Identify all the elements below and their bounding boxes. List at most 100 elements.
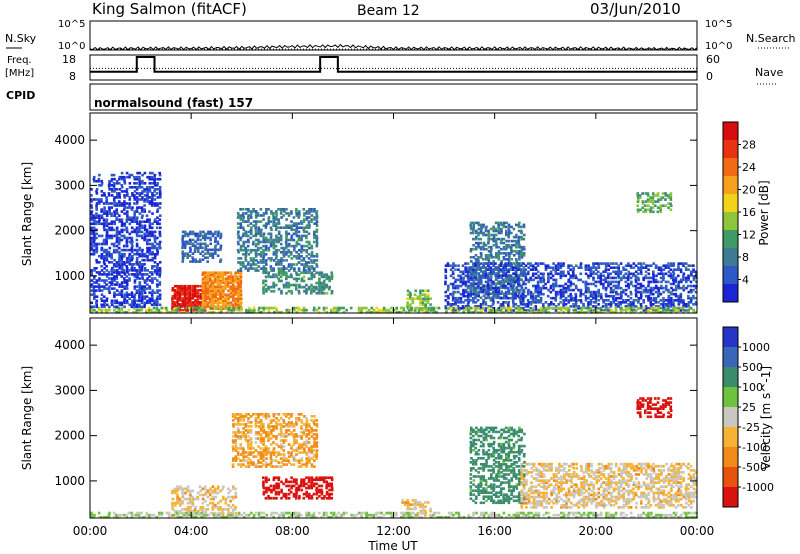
data-cell xyxy=(536,280,540,284)
data-cell xyxy=(325,291,329,295)
data-cell xyxy=(687,294,690,298)
data-cell xyxy=(237,293,240,296)
data-cell xyxy=(90,222,93,226)
data-cell xyxy=(196,246,200,250)
data-cell xyxy=(254,441,258,444)
data-cell xyxy=(604,270,608,274)
data-cell xyxy=(158,232,162,236)
data-cell xyxy=(295,271,298,275)
data-cell xyxy=(656,210,660,214)
data-cell xyxy=(242,427,245,430)
data-cell xyxy=(677,284,680,288)
data-cell xyxy=(209,301,212,304)
data-cell xyxy=(449,305,453,308)
data-cell xyxy=(285,238,288,242)
data-cell xyxy=(592,270,595,274)
data-cell xyxy=(527,288,530,292)
data-cell xyxy=(209,289,212,292)
data-cell xyxy=(128,222,132,226)
data-cell xyxy=(206,297,210,300)
data-cell xyxy=(237,285,240,288)
data-cell xyxy=(313,273,316,277)
data-cell xyxy=(199,284,202,288)
data-cell xyxy=(499,241,503,245)
data-cell xyxy=(143,171,147,175)
data-cell xyxy=(474,276,477,280)
data-cell xyxy=(211,234,215,238)
data-cell xyxy=(529,278,533,282)
data-cell xyxy=(122,234,126,238)
data-cell xyxy=(502,221,506,225)
data-cell xyxy=(135,182,139,185)
data-cell xyxy=(406,301,409,304)
data-cell xyxy=(406,305,409,308)
data-cell xyxy=(135,242,139,246)
data-cell xyxy=(247,413,250,416)
data-cell xyxy=(125,226,128,230)
data-cell xyxy=(684,303,688,306)
data-cell xyxy=(575,310,578,314)
data-cell xyxy=(239,465,243,468)
data-cell xyxy=(113,277,116,280)
data-cell xyxy=(105,238,108,242)
data-cell xyxy=(674,268,678,271)
data-cell xyxy=(181,291,184,294)
data-cell xyxy=(125,267,129,270)
data-cell xyxy=(502,301,505,304)
data-cell xyxy=(477,284,480,288)
data-cell xyxy=(249,222,253,225)
data-cell xyxy=(158,234,162,238)
data-cell xyxy=(201,287,205,290)
data-cell xyxy=(135,291,139,294)
data-cell xyxy=(484,296,487,300)
data-cell xyxy=(507,308,511,312)
data-cell xyxy=(265,263,268,266)
data-cell xyxy=(627,284,630,288)
data-cell xyxy=(523,247,526,251)
data-cell xyxy=(183,230,187,234)
data-cell xyxy=(265,210,268,213)
data-cell xyxy=(599,262,603,265)
data-cell xyxy=(474,305,477,308)
data-cell xyxy=(131,244,134,248)
data-cell xyxy=(315,281,318,285)
data-cell xyxy=(191,291,195,294)
data-cell xyxy=(112,250,116,254)
data-cell xyxy=(234,435,238,438)
data-cell xyxy=(514,239,518,243)
data-cell xyxy=(262,212,266,215)
data-cell xyxy=(200,306,203,310)
data-cell xyxy=(249,443,253,446)
data-cell xyxy=(242,242,246,246)
data-cell xyxy=(489,245,493,249)
data-cell xyxy=(120,306,124,310)
data-cell xyxy=(479,278,483,282)
data-cell xyxy=(118,301,121,305)
data-cell xyxy=(604,306,608,310)
data-cell xyxy=(140,297,144,300)
data-cell xyxy=(254,214,258,217)
data-cell xyxy=(234,293,238,296)
data-cell xyxy=(597,274,600,278)
data-cell xyxy=(604,308,608,312)
data-cell xyxy=(97,214,101,217)
data-cell xyxy=(292,228,296,232)
data-cell xyxy=(582,292,585,296)
data-cell xyxy=(518,290,521,293)
data-cell xyxy=(100,269,104,272)
data-cell xyxy=(196,236,200,240)
data-cell xyxy=(519,310,523,314)
data-cell xyxy=(607,309,610,312)
data-cell xyxy=(507,239,510,243)
data-cell xyxy=(270,289,273,293)
data-cell xyxy=(133,305,137,309)
data-cell xyxy=(652,303,655,306)
data-cell xyxy=(406,293,410,296)
data-cell xyxy=(294,244,298,248)
data-cell xyxy=(244,459,248,462)
data-cell xyxy=(113,305,116,309)
data-cell xyxy=(497,225,500,229)
data-cell xyxy=(622,276,626,280)
data-cell xyxy=(156,177,159,181)
data-cell xyxy=(629,301,632,304)
